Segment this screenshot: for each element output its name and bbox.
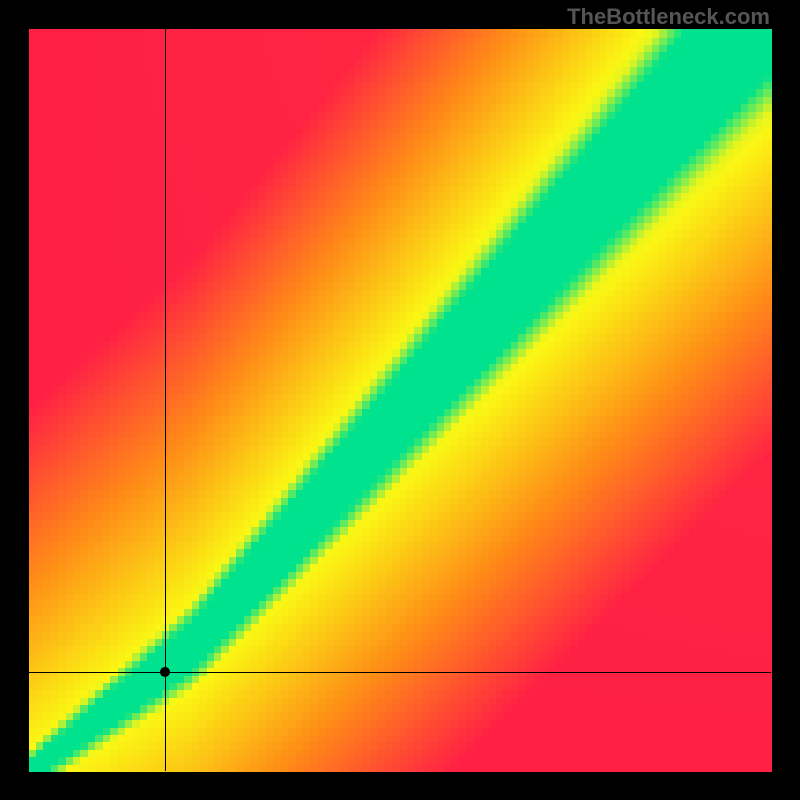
chart-container: { "watermark": { "text": "TheBottleneck.… [0, 0, 800, 800]
watermark-label: TheBottleneck.com [567, 4, 770, 30]
bottleneck-heatmap [0, 0, 800, 800]
